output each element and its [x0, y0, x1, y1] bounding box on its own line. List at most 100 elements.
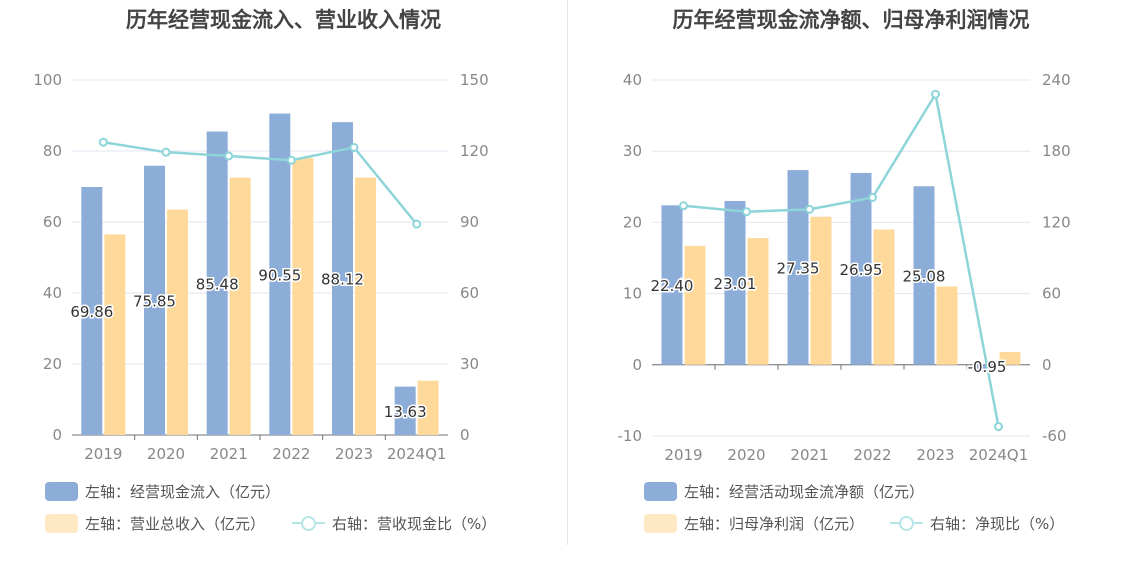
bar-secondary: [936, 286, 958, 365]
bar-primary: [206, 131, 228, 435]
bar-secondary: [417, 380, 439, 435]
line-point: [742, 207, 751, 217]
chart-plot: -10 0 10 20 30 40 -60 0 60 120 180 240 2019 2020 2021 2…: [618, 71, 1071, 464]
x-axis-tick-label: 2021: [210, 445, 248, 463]
chart-panel-cash-inflow: 历年经营现金流入、营业收入情况 0 20 40 60 80 100 0 30 60 90 120 15…: [33, 8, 496, 534]
legend-swatch-bar-blue-icon: [644, 482, 677, 501]
x-axis-tick-label: 2023: [335, 445, 373, 463]
data-label: 22.40: [651, 277, 694, 295]
x-axis-tick-label: 2024Q1: [969, 446, 1029, 464]
bar-primary: [394, 386, 416, 435]
line-series: [683, 90, 1000, 427]
right-axis-tick-label: 0: [1042, 356, 1052, 374]
bar-secondary: [873, 229, 895, 365]
right-axis-tick-label: 120: [1042, 213, 1071, 231]
line-point: [679, 201, 688, 211]
line-series: [103, 141, 418, 225]
bar-primary: [661, 205, 683, 365]
data-label: 23.01: [714, 275, 757, 293]
bar-secondary: [684, 245, 706, 365]
bar-primary: [724, 200, 746, 365]
x-axis-tick-label: 2023: [916, 446, 954, 464]
bar-secondary: [292, 158, 314, 435]
legend-label: 左轴：归母净利润（亿元）: [684, 515, 865, 533]
right-axis-tick-label: 60: [1042, 285, 1061, 303]
line-point: [286, 155, 296, 165]
data-label: 13.63: [384, 403, 427, 421]
right-axis-tick-label: 180: [1042, 142, 1071, 160]
left-axis-tick-label: -10: [618, 427, 643, 445]
legend-item-cash-inflow[interactable]: 左轴：经营现金流入（亿元）: [45, 481, 280, 502]
legend-label: 右轴：净现比（%）: [930, 515, 1065, 533]
bar-primary: [144, 165, 165, 436]
bar-secondary: [167, 209, 188, 435]
chart-panel-net-cash-flow: 历年经营现金流净额、归母净利润情况 -10 0 10 20 30 40 -60 0 60 120 1…: [568, 0, 1134, 582]
x-axis-tick-label: 2021: [790, 446, 828, 464]
line-point: [868, 192, 877, 202]
right-axis-tick-label: 150: [460, 71, 489, 89]
right-axis-tick-label: 90: [460, 213, 479, 231]
panel-divider: [567, 0, 568, 545]
legend-item-net-cash-flow[interactable]: 左轴：经营活动现金流净额（亿元）: [644, 481, 924, 502]
legend-swatch-line-icon: [890, 514, 923, 533]
x-axis-tick-label: 2020: [147, 445, 185, 463]
right-axis-tick-label: 0: [460, 426, 470, 444]
legend-swatch-bar-blue-icon: [45, 482, 78, 501]
left-axis-tick-label: 20: [623, 213, 642, 231]
legend-label: 左轴：经营活动现金流净额（亿元）: [684, 483, 925, 501]
legend-item-revenue[interactable]: 左轴：营业总收入（亿元）: [45, 513, 265, 534]
line-point: [98, 137, 108, 147]
bar-primary: [81, 186, 103, 435]
bar-secondary: [229, 177, 251, 435]
x-axis-tick-label: 2022: [853, 446, 891, 464]
data-label: 75.85: [133, 292, 176, 310]
line-point: [349, 142, 359, 152]
legend-item-net-cash-ratio[interactable]: 右轴：净现比（%）: [890, 513, 1064, 534]
left-axis-tick-label: 0: [52, 426, 62, 444]
x-axis-tick-label: 2019: [84, 445, 122, 463]
data-label: 90.55: [258, 266, 301, 284]
x-axis-tick-label: 2022: [272, 445, 310, 463]
data-label: 25.08: [903, 268, 946, 286]
bar-secondary: [810, 216, 832, 365]
right-axis-tick-label: 30: [460, 355, 479, 373]
left-axis-tick-label: 30: [623, 142, 642, 160]
right-axis-tick-label: 120: [460, 142, 489, 160]
bar-primary: [332, 122, 353, 435]
line-point: [931, 89, 940, 99]
legend-swatch-line-icon: [292, 514, 325, 533]
left-axis-tick-label: 100: [33, 71, 62, 89]
data-label: -0.95: [968, 358, 1007, 376]
legend-label: 左轴：营业总收入（亿元）: [85, 515, 266, 533]
left-axis-tick-label: 40: [623, 71, 642, 89]
legend-swatch-bar-orange-icon: [644, 514, 677, 533]
bar-primary: [269, 113, 291, 436]
data-label: 88.12: [321, 271, 364, 289]
x-axis-tick-label: 2020: [727, 446, 765, 464]
line-point: [412, 219, 422, 229]
legend-item-cash-ratio[interactable]: 右轴：营收现金比（%）: [292, 513, 496, 534]
legend-swatch-bar-orange-icon: [45, 514, 78, 533]
bar-primary: [913, 186, 935, 365]
bar-secondary: [355, 177, 376, 435]
left-axis-tick-label: 40: [43, 284, 62, 302]
legend-item-net-profit[interactable]: 左轴：归母净利润（亿元）: [644, 513, 864, 534]
right-axis-tick-label: 240: [1042, 71, 1071, 89]
bar-primary: [850, 172, 872, 365]
chart-title: 历年经营现金流入、营业收入情况: [126, 8, 441, 32]
left-axis-tick-label: 80: [43, 142, 62, 160]
data-label: 27.35: [777, 259, 820, 277]
left-axis-tick-label: 0: [632, 356, 642, 374]
x-axis-tick-label: 2024Q1: [387, 445, 447, 463]
data-label: 85.48: [196, 275, 239, 293]
left-axis-tick-label: 60: [43, 213, 62, 231]
bar-primary: [787, 170, 809, 365]
bar-secondary: [104, 234, 126, 435]
legend-label: 右轴：营收现金比（%）: [332, 515, 497, 533]
legend-label: 左轴：经营现金流入（亿元）: [85, 483, 281, 501]
left-axis-tick-label: 10: [623, 285, 642, 303]
data-label: 69.86: [70, 303, 113, 321]
right-axis-tick-label: 60: [460, 284, 479, 302]
line-point: [161, 147, 171, 157]
